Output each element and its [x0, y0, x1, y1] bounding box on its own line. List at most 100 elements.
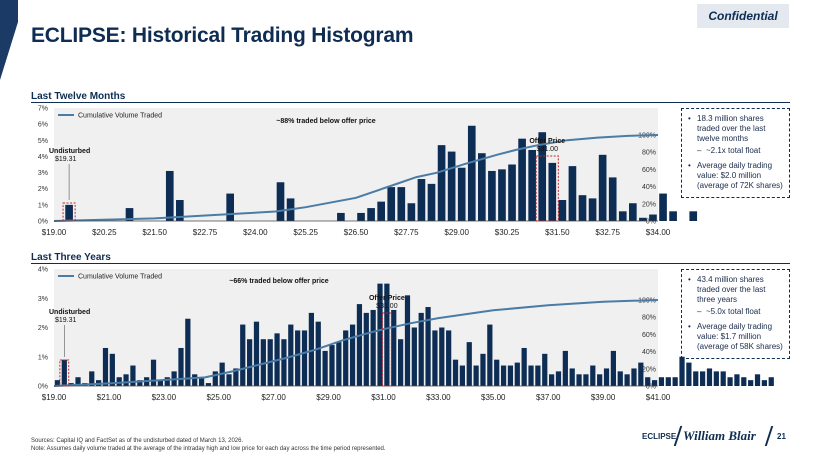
3yr-bar — [89, 371, 95, 386]
3yr-bar — [603, 368, 610, 386]
3yr-bar — [768, 377, 774, 386]
3yr-x-tick-label: $21.00 — [97, 393, 122, 402]
ltm-x-tick-label: $30.25 — [495, 228, 520, 237]
3yr-bar — [459, 365, 465, 386]
3yr-bar — [198, 377, 205, 386]
3yr-bar — [466, 342, 472, 386]
ltm-offer-label: Offer Price — [529, 138, 565, 145]
3yr-y-tick-label: 0% — [38, 384, 48, 391]
3yr-bar — [576, 374, 582, 386]
ltm-bar — [407, 203, 416, 221]
ltm-bar — [528, 149, 536, 221]
ltm-bar — [538, 132, 547, 221]
3yr-bar — [617, 371, 623, 386]
ltm-y2-tick-label: 0% — [646, 219, 656, 226]
3yr-bar — [597, 374, 603, 386]
ltm-undisturbed-label: Undisturbed — [49, 148, 90, 155]
ltm-y-tick-label: 7% — [38, 106, 48, 113]
3yr-bar — [109, 353, 115, 386]
3yr-bar — [404, 295, 411, 386]
3yr-bar — [54, 380, 61, 386]
callout-ltm-main: 18.3 million shares traded over the last… — [688, 114, 783, 144]
ltm-x-tick-label: $34.00 — [646, 228, 671, 237]
ltm-y2-tick-label: 80% — [642, 150, 656, 157]
ltm-bar — [649, 214, 657, 221]
3yr-bar — [700, 371, 706, 386]
3yr-bar — [164, 377, 170, 386]
3yr-bar — [720, 371, 726, 386]
ltm-x-tick-label: $29.00 — [444, 228, 469, 237]
3yr-bar — [542, 353, 548, 386]
3yr-bar — [178, 347, 184, 386]
3yr-bar — [638, 362, 644, 386]
3yr-y2-tick-label: 0% — [646, 384, 656, 391]
ltm-bar — [478, 153, 486, 221]
3yr-bar — [514, 362, 520, 386]
3yr-bar — [679, 356, 685, 386]
chart-ltm: 0%1%2%3%4%5%6%7%0%20%40%60%80%100%$19.00… — [38, 106, 698, 237]
3yr-bar — [418, 312, 424, 386]
3yr-bar — [102, 347, 109, 386]
ltm-y2-tick-label: 20% — [642, 201, 656, 208]
3yr-bar — [411, 327, 417, 386]
ltm-bar — [125, 208, 134, 221]
ltm-bar — [608, 177, 617, 221]
3yr-bar — [562, 350, 568, 386]
3yr-x-tick-label: $35.00 — [481, 393, 506, 402]
ltm-bar — [548, 162, 557, 221]
3yr-bar — [583, 374, 589, 386]
ltm-bar — [387, 187, 396, 221]
3yr-bar — [555, 371, 562, 386]
3yr-bar — [713, 371, 719, 386]
ltm-bar — [558, 200, 567, 221]
3yr-bar — [754, 374, 761, 386]
section-title-ltm: Last Twelve Months — [31, 91, 126, 102]
ltm-bar — [165, 170, 174, 221]
ltm-bar — [226, 193, 234, 221]
3yr-bar — [281, 339, 287, 386]
3yr-x-tick-label: $23.00 — [152, 393, 177, 402]
page-title: ECLIPSE: Historical Trading Histogram — [31, 24, 414, 47]
3yr-offer-label: Offer Price — [369, 295, 405, 302]
ltm-bar — [498, 169, 506, 221]
3yr-y2-tick-label: 20% — [642, 366, 656, 373]
footer-slash-right — [764, 426, 773, 446]
3yr-bar — [349, 324, 356, 386]
3yr-bar — [253, 321, 260, 386]
3yr-cumulative-line — [53, 299, 659, 387]
ltm-bar — [618, 211, 627, 221]
3yr-y-tick-label: 2% — [38, 325, 48, 332]
3yr-undisturbed-box — [59, 359, 70, 387]
ltm-bar — [568, 166, 577, 221]
ltm-bar — [518, 138, 526, 221]
ltm-x-tick-label: $25.25 — [293, 228, 318, 237]
3yr-x-tick-label: $33.00 — [426, 393, 451, 402]
3yr-bar — [260, 339, 266, 386]
ltm-annotation: ~88% traded below offer price — [276, 118, 375, 125]
3yr-bar — [75, 377, 81, 386]
3yr-bar — [432, 330, 438, 386]
ltm-x-tick-label: $26.50 — [344, 228, 369, 237]
3yr-bar — [336, 342, 342, 386]
ltm-bar — [639, 217, 647, 221]
ltm-y-tick-label: 3% — [38, 170, 48, 177]
ltm-bar — [276, 182, 285, 221]
3yr-bar — [500, 365, 507, 386]
ltm-bar — [467, 125, 476, 221]
3yr-bar — [185, 318, 191, 386]
ltm-offer-box — [535, 155, 559, 222]
ltm-y-tick-label: 4% — [38, 154, 48, 161]
sources-note: Sources: Capital IQ and FactSet as of th… — [31, 438, 244, 444]
3yr-bar — [384, 283, 390, 386]
ltm-y2-tick-label: 60% — [642, 167, 656, 174]
ltm-bar — [427, 183, 436, 221]
3yr-x-tick-label: $37.00 — [536, 393, 561, 402]
3yr-x-tick-label: $29.00 — [316, 393, 341, 402]
ltm-bar — [669, 211, 677, 221]
3yr-bar — [741, 377, 747, 386]
footer-brand: ECLIPSE — [642, 432, 677, 441]
ltm-bar — [629, 203, 637, 221]
ltm-bar — [447, 151, 456, 221]
callout-3yr-main: 43.4 million shares traded over the last… — [688, 275, 783, 305]
ltm-undisturbed-box — [62, 202, 76, 222]
